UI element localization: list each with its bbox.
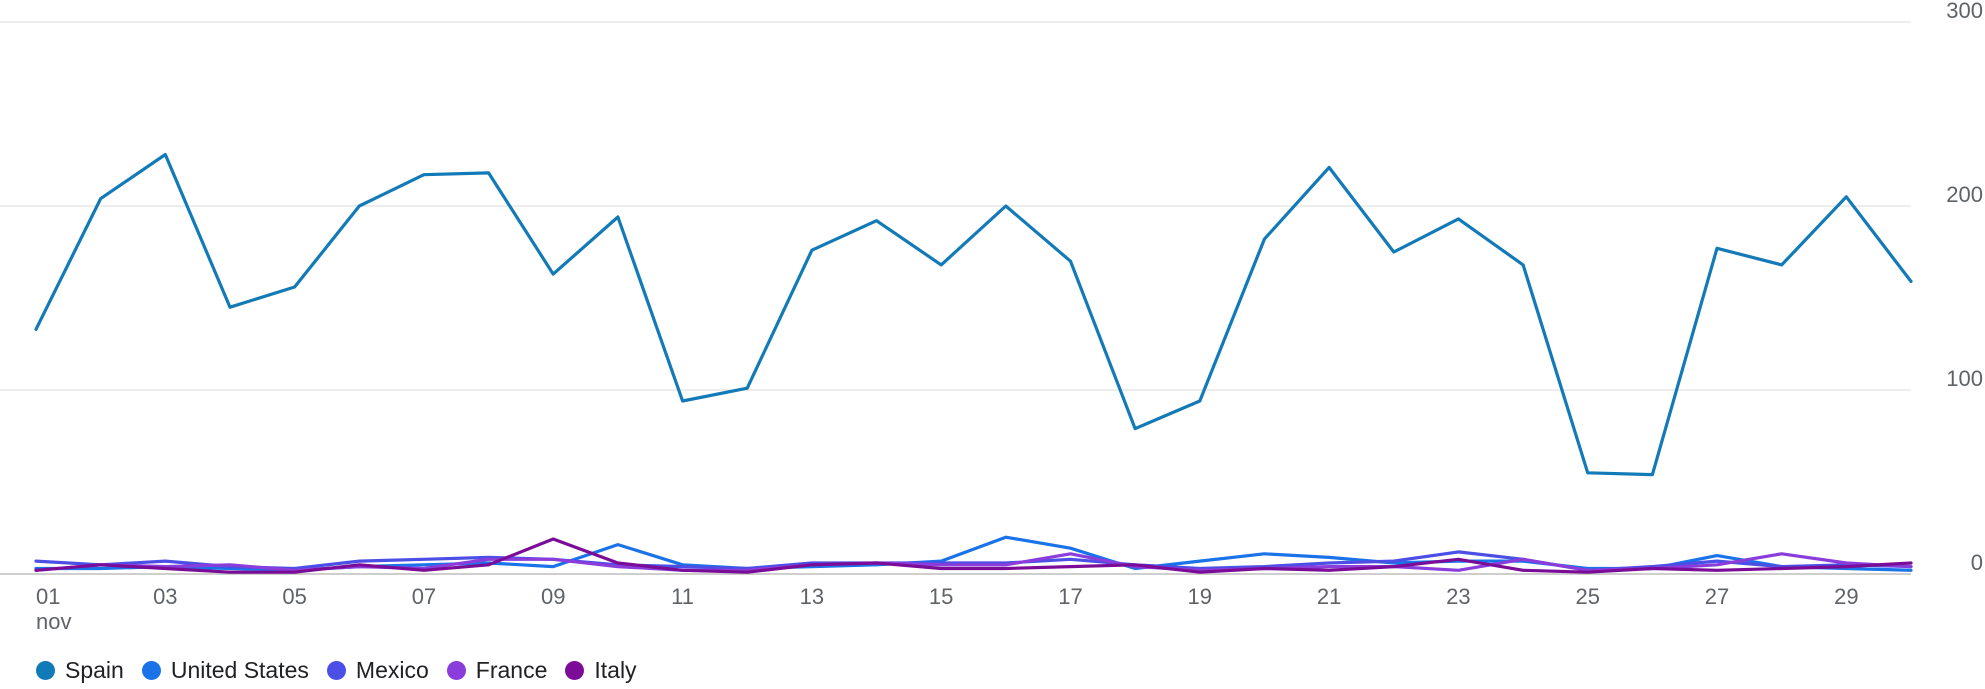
legend-swatch: [446, 661, 466, 680]
legend-item-italy[interactable]: Italy: [565, 657, 637, 684]
gridlines: [0, 21, 1911, 575]
legend-label: United States: [170, 657, 309, 683]
legend-label: France: [475, 657, 548, 683]
legend-swatch: [326, 661, 346, 680]
y-tick-label: 200: [1946, 182, 1983, 207]
x-tick-label: 13: [800, 584, 824, 609]
legend-label: Italy: [594, 657, 637, 683]
series-line-spain: [34, 152, 1913, 477]
y-tick-label: 0: [1971, 550, 1983, 575]
legend-label: Mexico: [355, 657, 429, 683]
x-tick-label: 07: [412, 584, 436, 609]
chart-legend: Spain United States Mexico France Italy: [36, 657, 655, 684]
legend-swatch: [36, 661, 55, 680]
legend-swatch: [141, 661, 161, 680]
x-tick-label: 09: [541, 584, 565, 609]
series-lines: [34, 152, 1913, 574]
x-tick-label: 23: [1446, 584, 1470, 609]
x-tick-label: 27: [1705, 584, 1729, 609]
x-tick-label: 03: [153, 584, 177, 609]
x-tick-label: 21: [1317, 584, 1341, 609]
legend-swatch: [565, 661, 585, 680]
y-tick-label: 100: [1946, 366, 1983, 391]
x-tick-label: 29: [1834, 584, 1858, 609]
y-axis-tick-labels: 0 100 200 300: [1946, 0, 1983, 575]
x-tick-label: 19: [1188, 584, 1212, 609]
x-tick-label: 15: [929, 584, 953, 609]
series-line-italy: [34, 537, 1913, 574]
legend-item-united-states[interactable]: United States: [141, 657, 309, 684]
legend-item-mexico[interactable]: Mexico: [326, 657, 429, 684]
legend-label: Spain: [65, 657, 124, 683]
x-axis-tick-labels: 01 03 05 07 09 11 13 15 17 19 21 23 25 27 29 nov: [36, 584, 1859, 634]
y-tick-label: 300: [1946, 0, 1983, 23]
x-month-label: nov: [36, 609, 71, 634]
x-tick-label: 05: [282, 584, 306, 609]
legend-item-spain[interactable]: Spain: [36, 657, 124, 684]
x-tick-label: 11: [671, 584, 694, 609]
x-tick-label: 01: [36, 584, 60, 609]
legend-item-france[interactable]: France: [446, 657, 548, 684]
x-tick-label: 17: [1058, 584, 1082, 609]
x-tick-label: 25: [1575, 584, 1599, 609]
